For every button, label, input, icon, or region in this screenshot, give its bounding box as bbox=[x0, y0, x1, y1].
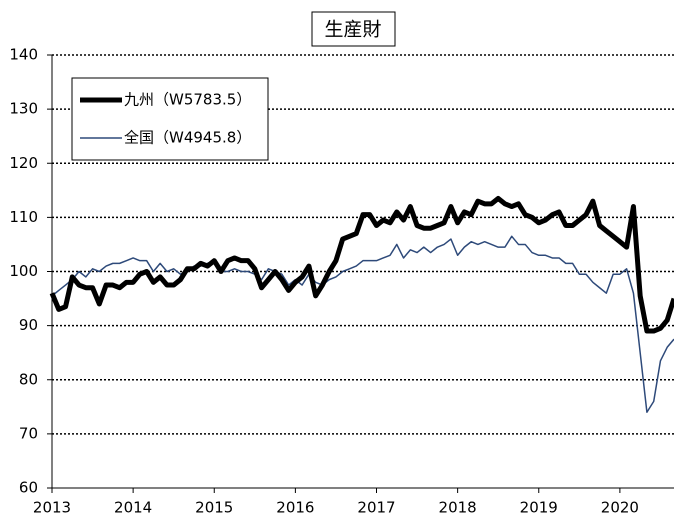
y-tick-label: 130 bbox=[9, 100, 38, 118]
x-tick-label: 2020 bbox=[601, 499, 639, 517]
legend-box bbox=[71, 77, 269, 161]
x-tick-label: 2015 bbox=[195, 499, 233, 517]
y-tick-label: 140 bbox=[9, 46, 38, 64]
x-tick-label: 2014 bbox=[114, 499, 152, 517]
y-tick-label: 70 bbox=[19, 424, 38, 442]
legend-label: 全国（W4945.8） bbox=[124, 129, 251, 147]
x-tick-label: 2016 bbox=[276, 499, 314, 517]
x-tick-label: 2019 bbox=[520, 499, 558, 517]
x-tick-label: 2013 bbox=[33, 499, 71, 517]
y-tick-label: 100 bbox=[9, 262, 38, 280]
x-tick-label: 2017 bbox=[357, 499, 395, 517]
chart-title: 生産財 bbox=[324, 19, 381, 41]
y-tick-label: 80 bbox=[19, 370, 38, 388]
title-box bbox=[311, 11, 396, 47]
legend-label: 九州（W5783.5） bbox=[124, 91, 251, 109]
y-tick-label: 120 bbox=[9, 154, 38, 172]
series-line bbox=[49, 195, 674, 334]
y-tick-label: 110 bbox=[9, 208, 38, 226]
y-tick-label: 90 bbox=[19, 316, 38, 334]
y-tick-label: 60 bbox=[19, 479, 38, 497]
x-tick-label: 2018 bbox=[439, 499, 477, 517]
series-line bbox=[51, 235, 674, 413]
